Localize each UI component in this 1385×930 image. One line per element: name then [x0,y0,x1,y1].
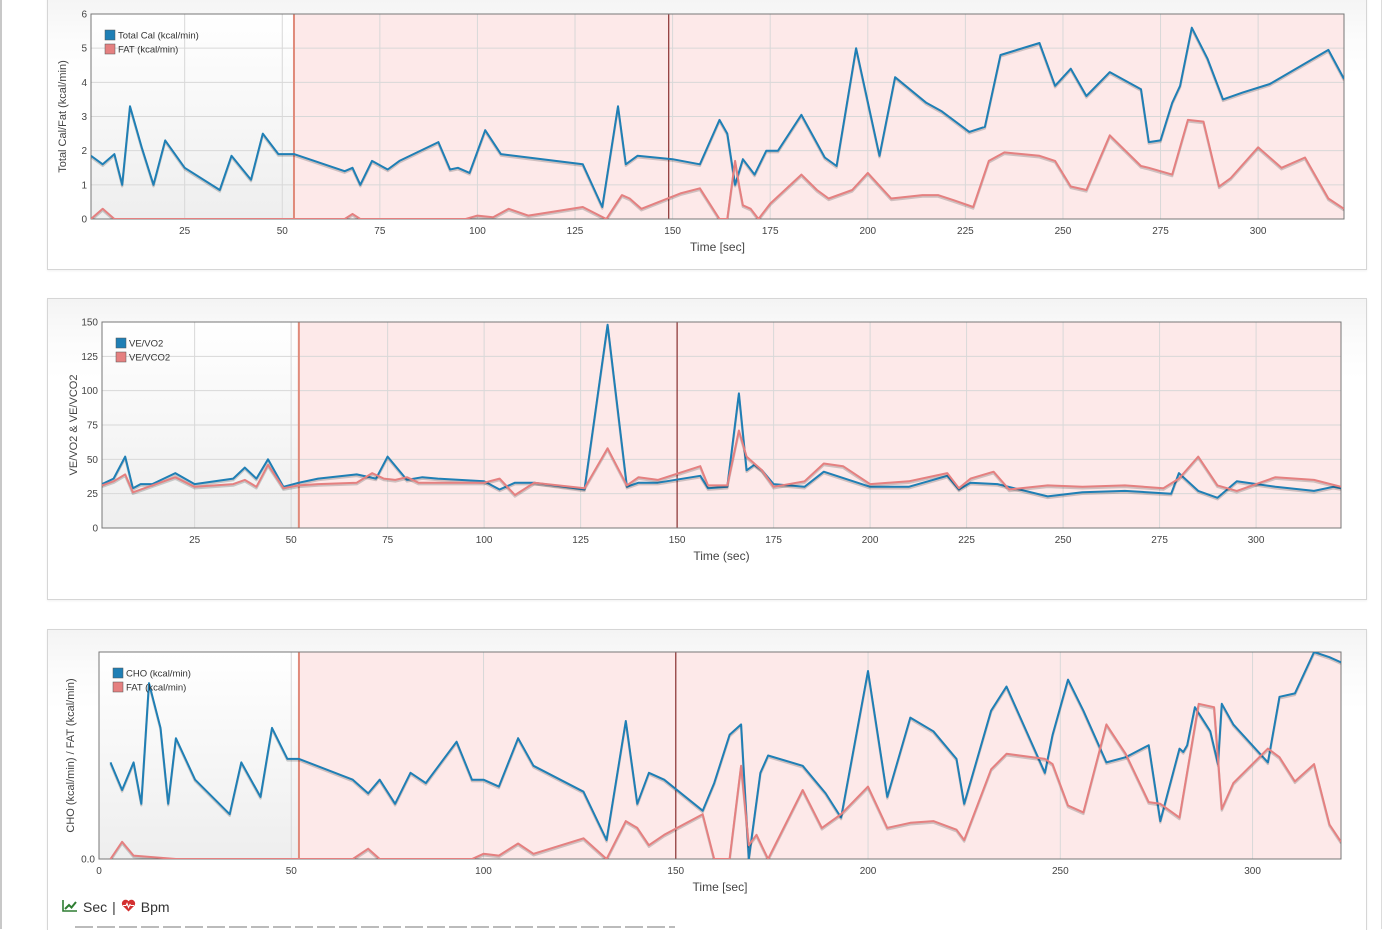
y-tick-label: 1 [81,180,87,191]
legend-label: VE/VO2 [129,339,163,350]
x-tick-label: 100 [475,866,492,877]
chart-panel-cho-fat: 0 50 100 150 200 250 300 0.0 Time [sec] CHO (kcal… [47,629,1367,930]
clipped-description-text [75,923,675,929]
y-axis-title: Total Cal/Fat (kcal/min) [57,60,69,172]
legend-label: FAT (kcal/min) [126,683,186,694]
series-shadow [102,325,1341,501]
chart-cho-fat[interactable]: 0 50 100 150 200 250 300 0.0 Time [sec] CHO (kcal… [48,630,1366,930]
heart-pulse-icon[interactable] [121,899,136,915]
x-axis-title: Time [sec] [690,240,745,254]
plot-frame [101,321,1342,529]
x-tick-label: 50 [286,866,298,877]
x-tick-label: 125 [567,226,584,237]
series-line-primary [102,323,1341,499]
chart-ve-vo2-ve-vco2[interactable]: 25 50 75 100 125 150 175 200 225 250 275 300 0 25 50 75… [48,299,1366,599]
x-tick-label: 125 [572,535,589,546]
page-right-border [1381,0,1382,929]
plot-frame [90,13,1345,220]
legend-swatch [112,667,124,679]
x-tick-label: 200 [859,226,876,237]
legend-swatch [115,337,127,349]
page-left-border [0,0,2,929]
x-tick-label: 25 [189,535,201,546]
x-tick-label: 300 [1250,226,1267,237]
x-tick-label: 225 [958,535,975,546]
x-tick-label: 200 [860,866,877,877]
sec-toggle[interactable]: Sec [83,899,108,915]
x-tick-label: 200 [862,535,879,546]
x-tick-label: 175 [765,535,782,546]
x-tick-label: 275 [1151,535,1168,546]
y-axis-title: VE/VO2 & VE/VCO2 [68,375,80,476]
series-line-primary [109,652,1341,859]
x-tick-label: 150 [669,535,686,546]
x-tick-label: 300 [1244,866,1261,877]
chart-panel-ventilatory-equivalents: 25 50 75 100 125 150 175 200 225 250 275 300 0 25 50 75… [47,298,1367,600]
y-tick-label: 2 [81,146,87,157]
legend-label: VE/VCO2 [129,353,170,364]
y-tick-label: 4 [81,78,87,89]
y-tick-label: 75 [87,421,99,432]
y-tick-label: 50 [87,455,99,466]
x-tick-label: 250 [1052,866,1069,877]
x-tick-label: 100 [476,535,493,546]
legend-label: FAT (kcal/min) [118,45,178,56]
y-tick-label: 0 [81,215,87,226]
x-tick-label: 75 [374,226,386,237]
bpm-toggle[interactable]: Bpm [140,899,170,915]
x-tick-label: 0 [96,866,102,877]
x-tick-label: 150 [667,866,684,877]
trend-line-icon[interactable] [62,899,78,915]
legend-swatch [112,681,124,693]
x-tick-label: 225 [957,226,974,237]
rest-zone [99,652,299,859]
footer-separator: | [112,899,116,915]
x-tick-label: 75 [382,535,394,546]
x-tick-label: 150 [664,226,681,237]
y-tick-label: 100 [81,386,98,397]
legend-label: Total Cal (kcal/min) [118,31,199,42]
y-axis-title: CHO (kcal/min) / FAT (kcal/min) [65,678,77,832]
footer-toggle: Sec | Bpm [62,899,170,915]
x-tick-label: 50 [286,535,298,546]
x-tick-label: 275 [1152,226,1169,237]
y-tick-label: 0.0 [81,855,95,866]
x-tick-label: 50 [277,226,289,237]
x-tick-label: 250 [1055,226,1072,237]
x-tick-label: 300 [1248,535,1265,546]
x-tick-label: 250 [1055,535,1072,546]
y-tick-label: 3 [81,112,87,123]
x-axis-title: Time [sec] [693,880,748,894]
chart-total-cal-fat[interactable]: 25 50 75 100 125 150 175 200 225 250 275 300 0 1 2 3 4 5 6… [48,0,1366,269]
series-line-primary [91,26,1344,208]
y-tick-label: 150 [81,318,98,329]
y-tick-label: 0 [92,524,98,535]
y-tick-label: 25 [87,489,99,500]
legend-swatch [104,29,116,41]
series-line-secondary [109,702,1341,859]
legend-label: CHO (kcal/min) [126,669,191,680]
x-tick-label: 100 [469,226,486,237]
y-tick-label: 5 [81,44,87,55]
x-axis-title: Time (sec) [693,549,749,563]
chart-panel-total-cal-fat: 25 50 75 100 125 150 175 200 225 250 275 300 0 1 2 3 4 5 6… [47,0,1367,270]
series-line-secondary [102,429,1341,496]
legend-swatch [115,351,127,363]
x-tick-label: 25 [179,226,191,237]
x-tick-label: 175 [762,226,779,237]
series-line-secondary [91,118,1344,219]
y-tick-label: 6 [81,10,87,21]
y-tick-label: 125 [81,352,98,363]
legend-swatch [104,43,116,55]
